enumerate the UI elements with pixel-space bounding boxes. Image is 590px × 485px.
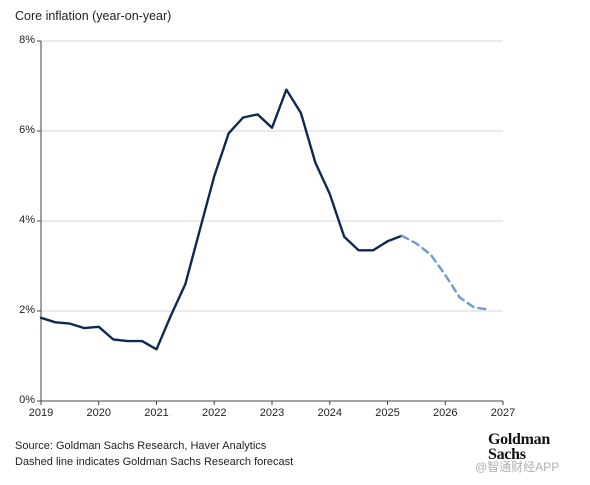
y-tick-label: 4% bbox=[19, 214, 35, 226]
y-tick-label: 8% bbox=[19, 34, 35, 46]
x-tick-label: 2024 bbox=[317, 407, 342, 419]
chart-title: Core inflation (year-on-year) bbox=[15, 9, 172, 23]
y-tick-label: 0% bbox=[19, 394, 35, 406]
x-tick-label: 2022 bbox=[202, 407, 227, 419]
x-tick-label: 2026 bbox=[433, 407, 458, 419]
logo-line-1: Goldman bbox=[488, 431, 550, 448]
x-tick-label: 2025 bbox=[375, 407, 400, 419]
forecast-series-line bbox=[400, 234, 490, 311]
x-tick-label: 2027 bbox=[490, 407, 516, 419]
y-tick-label: 6% bbox=[19, 124, 35, 136]
actual-series-line bbox=[39, 88, 404, 351]
goldman-sachs-logo: Goldman Sachs bbox=[488, 431, 550, 463]
chart-footnote: Source: Goldman Sachs Research, Haver An… bbox=[15, 438, 293, 470]
x-tick-label: 2019 bbox=[28, 407, 54, 419]
x-tick-label: 2021 bbox=[144, 407, 169, 419]
watermark: @智通财经APP bbox=[475, 460, 560, 474]
x-tick-label: 2020 bbox=[86, 407, 111, 419]
source-text: Source: Goldman Sachs Research, Haver An… bbox=[15, 440, 267, 452]
forecast-note: Dashed line indicates Goldman Sachs Rese… bbox=[15, 456, 294, 468]
logo-line-2: Sachs bbox=[488, 446, 526, 463]
x-tick-label: 2023 bbox=[259, 407, 285, 419]
y-tick-label: 2% bbox=[19, 304, 35, 316]
